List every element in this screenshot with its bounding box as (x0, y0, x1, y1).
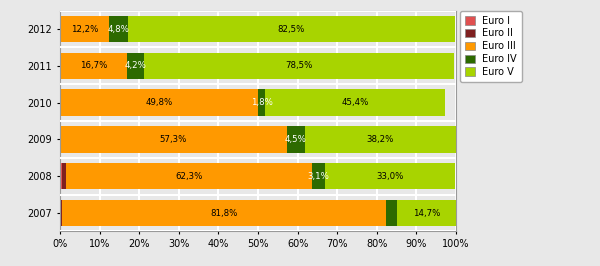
Bar (325, 163, 455, 189)
Bar (143, 53, 454, 79)
Bar (287, 126, 305, 153)
Text: 14,7%: 14,7% (413, 209, 440, 218)
Text: 49,8%: 49,8% (146, 98, 173, 107)
Text: 62,3%: 62,3% (175, 172, 203, 181)
Bar (60, 126, 287, 153)
Bar (62, 200, 386, 226)
Bar (258, 89, 265, 116)
Bar (60, 163, 62, 189)
Bar (109, 16, 128, 42)
Text: 82,5%: 82,5% (278, 24, 305, 34)
Text: 33,0%: 33,0% (376, 172, 404, 181)
Bar (386, 200, 397, 226)
Bar (60, 200, 61, 226)
Text: 12,2%: 12,2% (71, 24, 98, 34)
Bar (305, 126, 456, 153)
Text: 38,2%: 38,2% (367, 135, 394, 144)
Bar (65, 163, 312, 189)
Bar (265, 89, 445, 116)
Bar (312, 163, 325, 189)
Text: 4,2%: 4,2% (124, 61, 146, 70)
Text: 16,7%: 16,7% (80, 61, 107, 70)
Bar (61, 53, 127, 79)
Text: 45,4%: 45,4% (341, 98, 369, 107)
Text: 81,8%: 81,8% (210, 209, 238, 218)
Bar (61, 200, 62, 226)
Bar (61, 89, 258, 116)
Text: 4,8%: 4,8% (107, 24, 130, 34)
Text: 57,3%: 57,3% (160, 135, 187, 144)
Text: 4,5%: 4,5% (285, 135, 307, 144)
Bar (61, 16, 109, 42)
Bar (397, 200, 455, 226)
Text: 3,1%: 3,1% (307, 172, 329, 181)
Text: 78,5%: 78,5% (285, 61, 313, 70)
Bar (128, 16, 455, 42)
Legend: Euro I, Euro II, Euro III, Euro IV, Euro V: Euro I, Euro II, Euro III, Euro IV, Euro… (460, 11, 522, 82)
Text: 1,8%: 1,8% (251, 98, 272, 107)
Bar (127, 53, 143, 79)
Bar (62, 163, 65, 189)
